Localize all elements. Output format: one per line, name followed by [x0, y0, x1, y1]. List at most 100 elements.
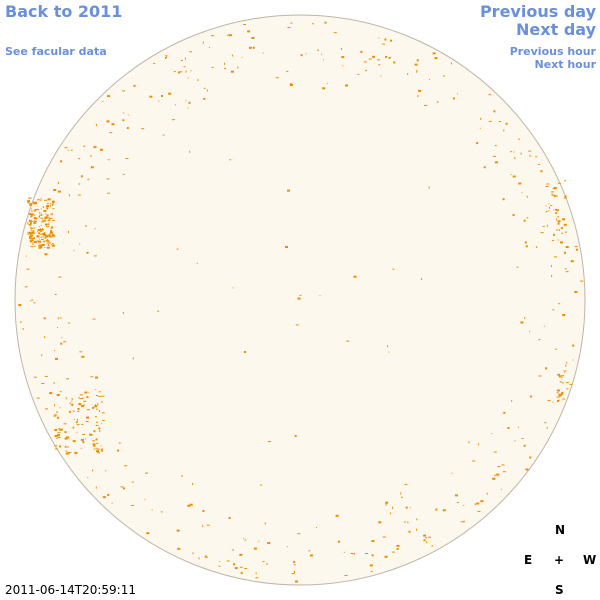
previous-day-link[interactable]: Previous day: [479, 2, 596, 21]
facula: [232, 287, 234, 289]
facula: [31, 237, 34, 239]
facula: [480, 117, 482, 120]
facula: [483, 166, 486, 169]
facula: [545, 367, 547, 370]
facula: [525, 245, 528, 248]
facula: [501, 464, 505, 466]
facula: [538, 163, 541, 165]
facula: [38, 238, 40, 240]
facula: [107, 95, 109, 97]
facula: [178, 71, 181, 74]
facula: [75, 421, 78, 424]
facula: [424, 537, 427, 539]
facula: [44, 247, 46, 248]
facula: [123, 112, 125, 114]
facula: [33, 221, 36, 224]
facula: [68, 231, 69, 233]
facula: [65, 452, 68, 455]
facula: [42, 228, 43, 230]
facula: [192, 552, 194, 555]
facula: [92, 318, 96, 320]
facula: [203, 97, 206, 100]
facula: [122, 487, 125, 490]
facula: [184, 57, 186, 60]
facula: [57, 327, 58, 328]
facula: [57, 432, 61, 434]
facula: [78, 403, 82, 406]
previous-hour-link[interactable]: Previous hour: [509, 45, 596, 58]
facular-link[interactable]: See facular data: [5, 45, 107, 58]
facula: [561, 375, 565, 377]
facula: [561, 232, 564, 234]
facula: [100, 450, 103, 452]
faculae: [18, 21, 584, 583]
facula: [550, 265, 552, 268]
facula: [312, 23, 314, 25]
facula: [86, 251, 89, 254]
facula: [86, 409, 90, 411]
compass-west: W: [583, 553, 597, 567]
facula: [553, 209, 555, 211]
facula: [29, 213, 32, 215]
facula: [514, 440, 516, 442]
facula: [294, 434, 297, 437]
facula: [293, 561, 296, 563]
facula: [127, 114, 129, 116]
facula: [565, 382, 569, 384]
facula: [388, 351, 390, 353]
facula: [563, 370, 567, 372]
facula: [321, 53, 323, 55]
facula: [57, 416, 59, 419]
facula: [286, 546, 288, 548]
facula: [125, 158, 129, 159]
facula: [40, 197, 42, 199]
facula: [44, 375, 48, 377]
facula: [36, 397, 40, 399]
back-link[interactable]: Back to 2011: [5, 2, 123, 21]
facula: [92, 469, 94, 472]
facula: [41, 244, 43, 247]
facula: [99, 410, 100, 412]
facula: [86, 396, 89, 399]
next-day-link[interactable]: Next day: [516, 20, 596, 39]
facula: [102, 100, 104, 102]
facula: [424, 104, 428, 106]
facula: [43, 232, 46, 235]
facula: [33, 227, 35, 230]
facula: [37, 229, 41, 231]
facula: [40, 233, 44, 235]
facula: [556, 396, 560, 398]
facula: [574, 291, 578, 293]
facula: [59, 407, 61, 409]
facula: [29, 203, 33, 205]
facula: [32, 232, 35, 235]
facula: [405, 506, 408, 509]
facula: [387, 345, 389, 348]
facula: [90, 376, 94, 378]
facula: [538, 339, 541, 341]
facula: [502, 471, 506, 473]
facula: [158, 100, 160, 102]
facula: [529, 154, 531, 157]
facula: [122, 119, 125, 122]
facula: [535, 156, 538, 158]
facula: [322, 87, 326, 90]
facula: [61, 337, 63, 339]
facula: [94, 416, 97, 418]
facula: [59, 428, 61, 431]
facula: [43, 210, 47, 212]
facula: [390, 512, 392, 515]
next-hour-link[interactable]: Next hour: [534, 58, 597, 71]
facula: [46, 207, 49, 210]
facula: [564, 195, 567, 198]
facula: [187, 504, 191, 507]
facula: [371, 540, 375, 542]
facula: [34, 201, 37, 203]
facula: [79, 394, 83, 396]
facula: [206, 524, 210, 526]
facula: [173, 71, 176, 73]
facula: [333, 32, 337, 34]
facula: [492, 477, 496, 480]
facula: [262, 52, 264, 54]
facula: [107, 192, 111, 194]
